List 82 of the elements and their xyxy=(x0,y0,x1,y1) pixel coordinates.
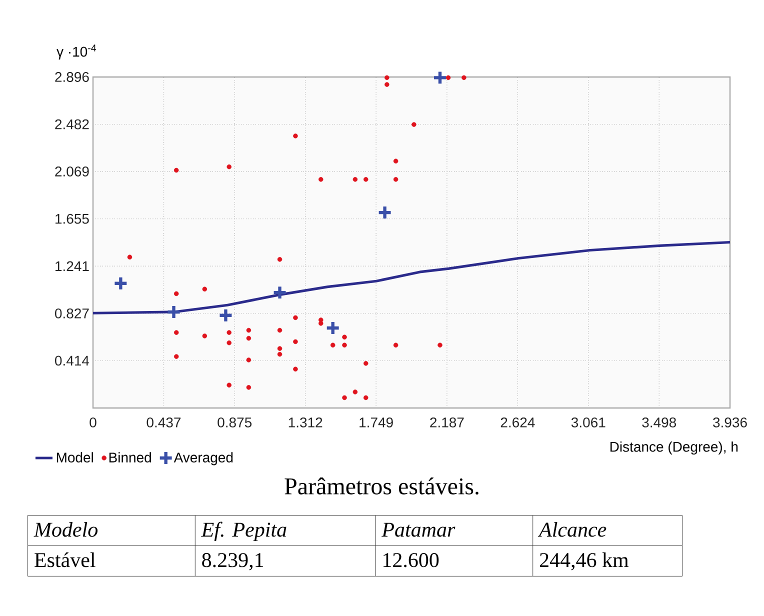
point xyxy=(446,75,451,80)
text: Estável xyxy=(34,552,96,568)
text: 12.600 xyxy=(384,553,439,568)
point xyxy=(293,315,298,320)
x-tick-label: 3.061 xyxy=(571,418,606,428)
point xyxy=(218,308,234,323)
x-tick-label: 1.312 xyxy=(288,418,322,428)
point xyxy=(127,254,132,260)
point xyxy=(246,336,252,341)
x-tick-label: 0.437 xyxy=(146,418,181,428)
y-tick-label: 2.069 xyxy=(55,166,89,176)
point xyxy=(174,168,179,173)
point xyxy=(352,390,358,394)
point xyxy=(293,134,298,138)
x-tick-label: 1.749 xyxy=(360,418,393,428)
text: Parâmetros estáveis. xyxy=(284,478,478,495)
point xyxy=(166,304,182,320)
point xyxy=(277,346,282,351)
x-axis-title: Distance (Degree), h xyxy=(610,442,738,455)
point xyxy=(393,177,398,182)
line-series xyxy=(92,240,732,314)
point xyxy=(277,257,282,262)
legend-label: Averaged xyxy=(174,452,233,466)
text: Modelo xyxy=(34,522,98,537)
point xyxy=(342,334,347,340)
y-tick-label: 1.655 xyxy=(56,214,89,224)
legend-label: Binned xyxy=(109,452,151,462)
point xyxy=(384,82,390,87)
point xyxy=(393,342,398,348)
point xyxy=(342,395,347,400)
point xyxy=(325,320,340,336)
y-tick-label: 2.896 xyxy=(55,72,89,82)
y-axis-title: γ ·10$^{-4}$ xyxy=(56,44,96,60)
point xyxy=(363,395,368,400)
x-tick-label: 0 xyxy=(90,418,96,428)
point xyxy=(363,361,368,366)
point xyxy=(432,70,448,86)
point xyxy=(293,366,298,372)
point xyxy=(246,328,252,333)
point xyxy=(462,75,466,80)
point xyxy=(246,385,252,390)
x-tick-label: 2.624 xyxy=(500,418,535,428)
point xyxy=(377,204,392,220)
point xyxy=(277,352,282,357)
y-tick-label: 0.414 xyxy=(55,356,90,366)
text: Alcance xyxy=(538,522,606,537)
point xyxy=(412,122,416,127)
point xyxy=(330,342,336,348)
y-tick-label: 1.241 xyxy=(56,261,89,272)
y-tick-label: 0.827 xyxy=(55,308,89,318)
x-tick-label: 0.875 xyxy=(218,418,252,428)
point xyxy=(272,284,288,300)
y-tick-label: 2.482 xyxy=(55,119,89,130)
point xyxy=(363,177,368,182)
point xyxy=(226,330,232,335)
point xyxy=(174,330,179,335)
text: Patamar xyxy=(382,522,456,537)
point xyxy=(277,328,282,333)
x-tick-label: 2.187 xyxy=(430,418,464,428)
point xyxy=(174,291,179,296)
x-tick-label: 3.498 xyxy=(642,418,676,428)
point xyxy=(113,276,128,291)
point xyxy=(342,342,347,348)
point xyxy=(438,342,442,348)
point xyxy=(384,75,390,80)
point xyxy=(352,177,358,182)
text: Ef. Pepita xyxy=(201,522,286,542)
point xyxy=(318,321,324,326)
text: 8.239,1 xyxy=(202,553,264,570)
point xyxy=(318,177,324,182)
point xyxy=(393,158,398,164)
point xyxy=(226,340,232,346)
point xyxy=(226,382,232,388)
point xyxy=(202,334,208,338)
point xyxy=(293,339,298,344)
x-tick-label: 3.936 xyxy=(713,418,747,428)
point xyxy=(246,358,252,362)
point xyxy=(226,164,232,170)
point xyxy=(202,286,208,292)
point xyxy=(174,354,179,359)
text: 244,46 km xyxy=(540,552,629,570)
legend-label: Model xyxy=(56,452,93,462)
